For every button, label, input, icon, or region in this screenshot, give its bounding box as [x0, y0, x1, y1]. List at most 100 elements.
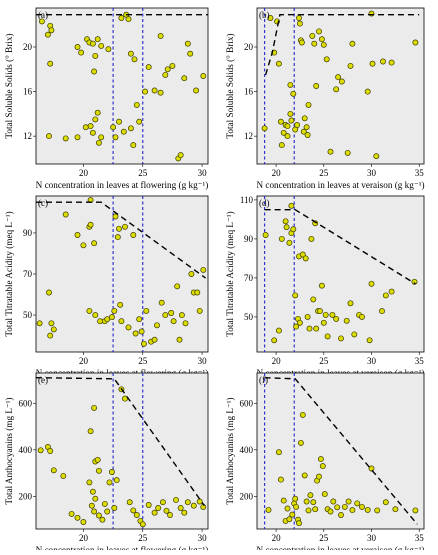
data-point — [271, 337, 278, 344]
x-tick-label: 20 — [79, 356, 89, 366]
data-point — [60, 472, 67, 479]
trend-line — [35, 377, 205, 507]
data-point — [292, 495, 299, 502]
data-point — [299, 251, 306, 258]
x-tick-label: 25 — [138, 356, 148, 366]
data-point — [359, 313, 365, 320]
data-point — [167, 512, 173, 518]
data-point — [87, 123, 94, 130]
data-point — [318, 282, 325, 289]
data-point — [382, 499, 389, 506]
data-point — [139, 521, 146, 528]
data-point — [151, 87, 158, 94]
panel-label: (f) — [259, 375, 268, 385]
data-point — [299, 411, 306, 418]
data-point — [151, 509, 158, 516]
data-point — [155, 505, 162, 511]
data-point — [104, 508, 111, 515]
data-point — [116, 118, 122, 125]
data-point — [108, 469, 115, 475]
data-point — [304, 132, 311, 138]
data-point — [327, 508, 334, 515]
data-point — [158, 299, 165, 306]
data-point — [338, 335, 344, 342]
data-point — [162, 71, 169, 78]
x-tick-label: 30 — [367, 168, 377, 178]
data-point — [289, 511, 296, 518]
data-point — [162, 312, 169, 319]
data-point — [114, 234, 121, 241]
data-point — [95, 467, 102, 474]
panel-label: (c) — [38, 198, 48, 208]
data-point — [296, 15, 302, 21]
data-point — [47, 332, 54, 339]
data-point — [190, 502, 197, 509]
plot-area — [35, 195, 209, 353]
data-point — [50, 326, 57, 333]
x-tick-label: 30 — [198, 168, 208, 178]
data-point — [280, 497, 287, 504]
data-point — [323, 56, 330, 63]
data-point — [265, 506, 272, 513]
data-point — [154, 322, 160, 329]
panel-label: (d) — [259, 198, 270, 208]
data-point — [113, 477, 120, 484]
data-point — [136, 118, 143, 125]
data-point — [94, 36, 101, 43]
data-point — [308, 235, 315, 242]
y-axis-label: Total Anthocyanins (mg L⁻¹) — [4, 397, 14, 504]
y-tick-label: 50 — [244, 312, 254, 322]
data-point — [341, 503, 348, 510]
data-point — [368, 280, 375, 287]
panel-label: (a) — [38, 10, 48, 20]
x-tick-label: 30 — [367, 356, 377, 366]
data-point — [287, 81, 294, 88]
x-axis-label: N concentration in leaves at veraison (g… — [256, 180, 424, 190]
data-point — [131, 56, 138, 63]
data-point — [157, 32, 164, 39]
y-axis-label: Total Soluble Solids (° Brix) — [4, 33, 14, 138]
data-point — [122, 223, 128, 230]
data-point — [193, 87, 200, 94]
data-point — [312, 506, 319, 513]
data-point — [184, 499, 191, 506]
data-point — [288, 117, 295, 124]
panel-e: 20 25 30 200 400 600 (e) N concentration in lea… — [4, 372, 209, 555]
data-point — [92, 52, 99, 59]
data-point — [176, 336, 183, 343]
data-point — [46, 289, 52, 296]
data-point — [177, 505, 184, 511]
data-point — [178, 312, 185, 319]
data-point — [320, 319, 327, 326]
data-point — [36, 320, 43, 327]
y-tick-label: 70 — [244, 273, 254, 283]
data-point — [329, 311, 336, 318]
data-point — [133, 101, 140, 108]
x-tick-label: 20 — [79, 168, 89, 178]
data-point — [110, 124, 117, 131]
data-point — [309, 32, 316, 39]
data-point — [130, 507, 137, 514]
data-point — [48, 27, 55, 34]
data-point — [302, 255, 309, 262]
data-point — [296, 20, 303, 27]
data-point — [62, 135, 69, 142]
data-point — [89, 488, 96, 495]
data-point — [182, 320, 189, 327]
data-point — [108, 314, 115, 321]
data-point — [280, 129, 287, 136]
data-point — [288, 202, 295, 209]
data-point — [373, 153, 380, 160]
data-point — [126, 499, 133, 506]
data-point — [145, 64, 152, 71]
data-point — [130, 232, 137, 238]
y-tick-label: 70 — [23, 269, 33, 279]
x-tick-label: 20 — [272, 533, 282, 543]
data-point — [364, 506, 371, 513]
data-point — [92, 116, 99, 123]
data-point — [261, 125, 268, 132]
panel-f: 20 25 30 35 200 400 600 (f) N concentration in l… — [225, 372, 425, 555]
data-point — [74, 232, 81, 238]
